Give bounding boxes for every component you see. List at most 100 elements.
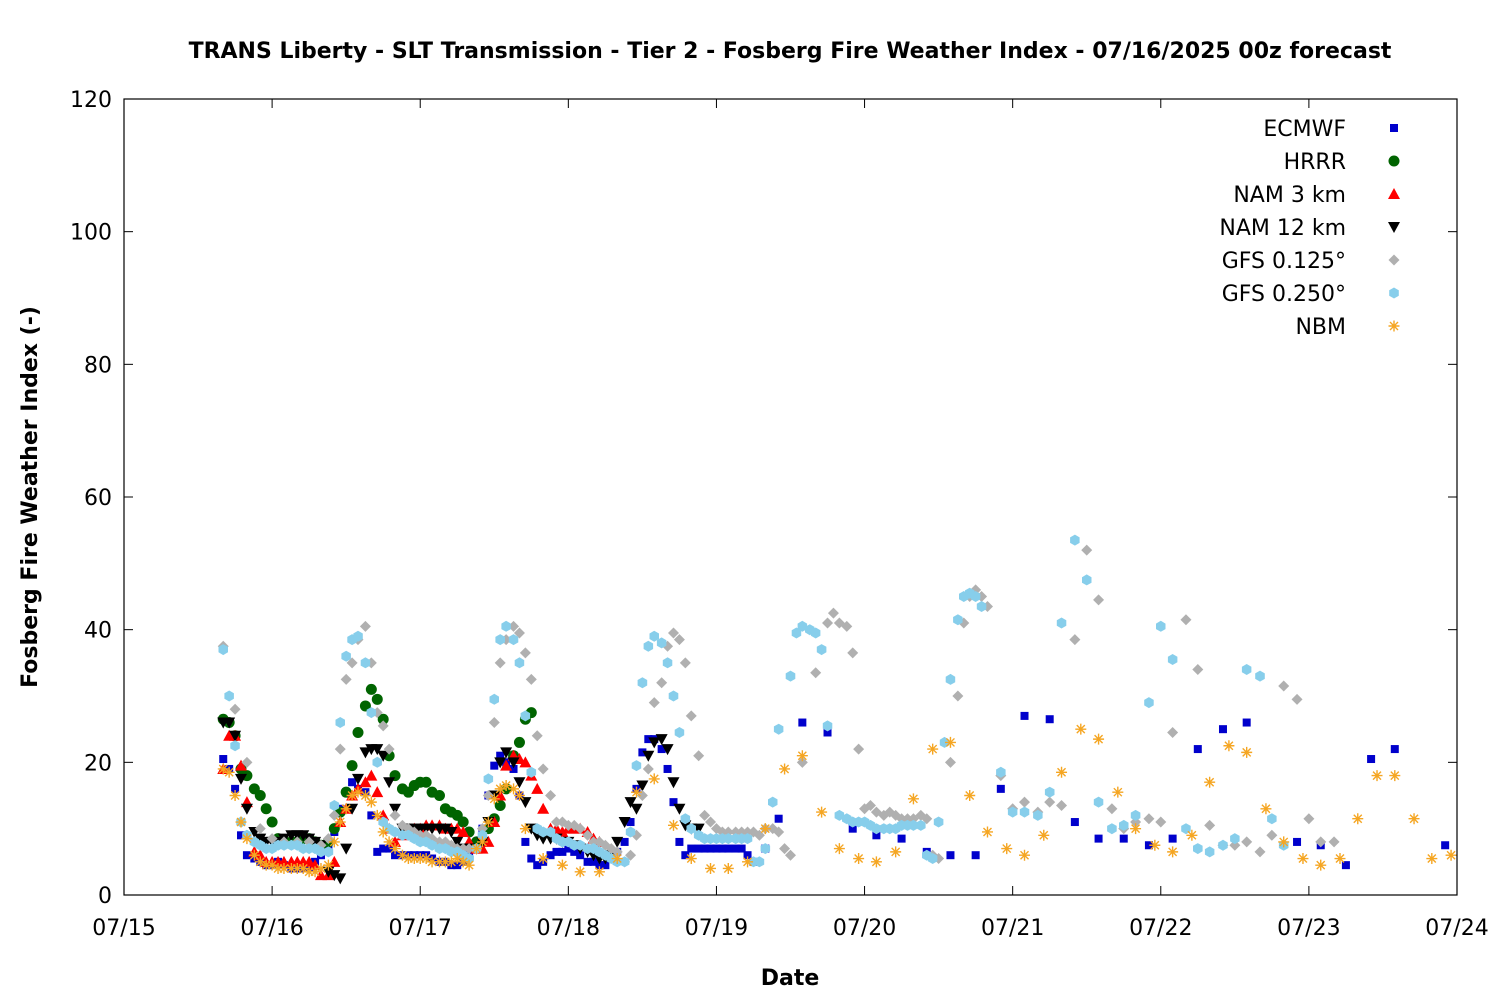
x-tick-label: 07/19: [685, 916, 748, 941]
data-point: [352, 773, 365, 785]
data-point: [822, 617, 834, 629]
data-point: [562, 819, 574, 831]
data-point: [648, 697, 660, 709]
data-point: [371, 786, 384, 798]
data-point: [574, 866, 586, 878]
x-tick-label: 07/22: [1129, 916, 1192, 941]
data-point: [1328, 836, 1340, 848]
data-point: [408, 853, 420, 865]
data-point: [242, 851, 251, 860]
data-point: [718, 844, 727, 853]
data-point: [897, 834, 906, 843]
data-point: [383, 777, 396, 789]
data-point: [323, 846, 334, 858]
data-point: [693, 750, 705, 762]
data-point: [686, 823, 696, 835]
data-point: [743, 851, 752, 860]
data-point: [638, 748, 647, 757]
data-point: [426, 856, 438, 868]
data-point: [383, 743, 395, 755]
data-point: [1192, 663, 1204, 675]
data-point: [488, 717, 500, 729]
data-point: [496, 751, 505, 760]
data-point: [219, 755, 228, 764]
chart-title: TRANS Liberty - SLT Transmission - Tier …: [189, 39, 1392, 64]
data-point: [674, 727, 685, 738]
data-point: [254, 790, 266, 801]
data-point: [1278, 680, 1290, 692]
data-point: [864, 799, 876, 811]
data-point: [451, 836, 464, 848]
data-point: [1070, 534, 1080, 546]
data-point: [420, 853, 432, 865]
data-point: [620, 837, 629, 846]
data-point: [667, 819, 679, 831]
data-point: [513, 777, 526, 789]
data-point: [521, 837, 530, 846]
data-point: [217, 763, 229, 775]
data-point: [663, 764, 672, 773]
data-point: [558, 847, 567, 856]
data-point: [1082, 574, 1092, 586]
legend-label: GFS 0.250°: [1222, 282, 1346, 307]
data-point: [297, 830, 310, 842]
data-point: [705, 862, 717, 874]
data-point: [656, 637, 667, 649]
data-point: [494, 757, 507, 769]
data-point: [1094, 834, 1103, 843]
data-point: [872, 831, 881, 840]
legend-marker: [1388, 320, 1400, 332]
data-point: [266, 816, 278, 828]
data-point: [644, 735, 653, 744]
data-point: [768, 796, 778, 808]
data-point: [706, 844, 715, 853]
data-point: [235, 816, 247, 828]
x-tick-label: 07/17: [389, 916, 452, 941]
data-point: [531, 782, 544, 794]
data-point: [508, 783, 520, 795]
data-point: [230, 740, 240, 752]
data-point: [377, 750, 390, 762]
data-point: [779, 843, 791, 855]
data-point: [625, 826, 636, 838]
data-point: [390, 826, 400, 838]
data-point: [797, 620, 808, 632]
data-point: [513, 736, 525, 748]
x-axis-label: Date: [761, 966, 820, 991]
data-point: [453, 861, 462, 870]
x-tick-label: 07/20: [833, 916, 896, 941]
data-point: [890, 846, 902, 858]
data-point: [328, 870, 341, 882]
data-point: [451, 853, 463, 865]
data-point: [490, 761, 499, 770]
y-tick-label: 60: [84, 486, 112, 511]
data-point: [1093, 796, 1104, 808]
data-point: [700, 844, 709, 853]
legend-label: NAM 3 km: [1233, 183, 1346, 208]
legend-marker: [1388, 155, 1400, 167]
data-point: [1218, 725, 1227, 734]
data-point: [1093, 594, 1105, 606]
data-point: [346, 760, 358, 772]
data-point: [533, 861, 542, 870]
data-point: [976, 601, 987, 612]
plot-frame: [123, 98, 1458, 896]
data-point: [552, 847, 561, 856]
data-point: [537, 853, 549, 865]
data-point: [519, 823, 531, 835]
data-point: [1204, 819, 1216, 831]
data-point: [373, 847, 382, 856]
data-point: [315, 862, 327, 874]
data-point: [1291, 693, 1303, 705]
data-point: [433, 790, 445, 801]
data-point: [240, 803, 253, 815]
data-point: [723, 833, 734, 845]
data-point: [673, 803, 686, 815]
data-point: [346, 790, 358, 801]
data-point: [457, 856, 469, 868]
data-point: [1056, 617, 1067, 629]
data-point: [618, 817, 631, 829]
data-point: [927, 853, 938, 864]
data-point: [371, 809, 383, 821]
